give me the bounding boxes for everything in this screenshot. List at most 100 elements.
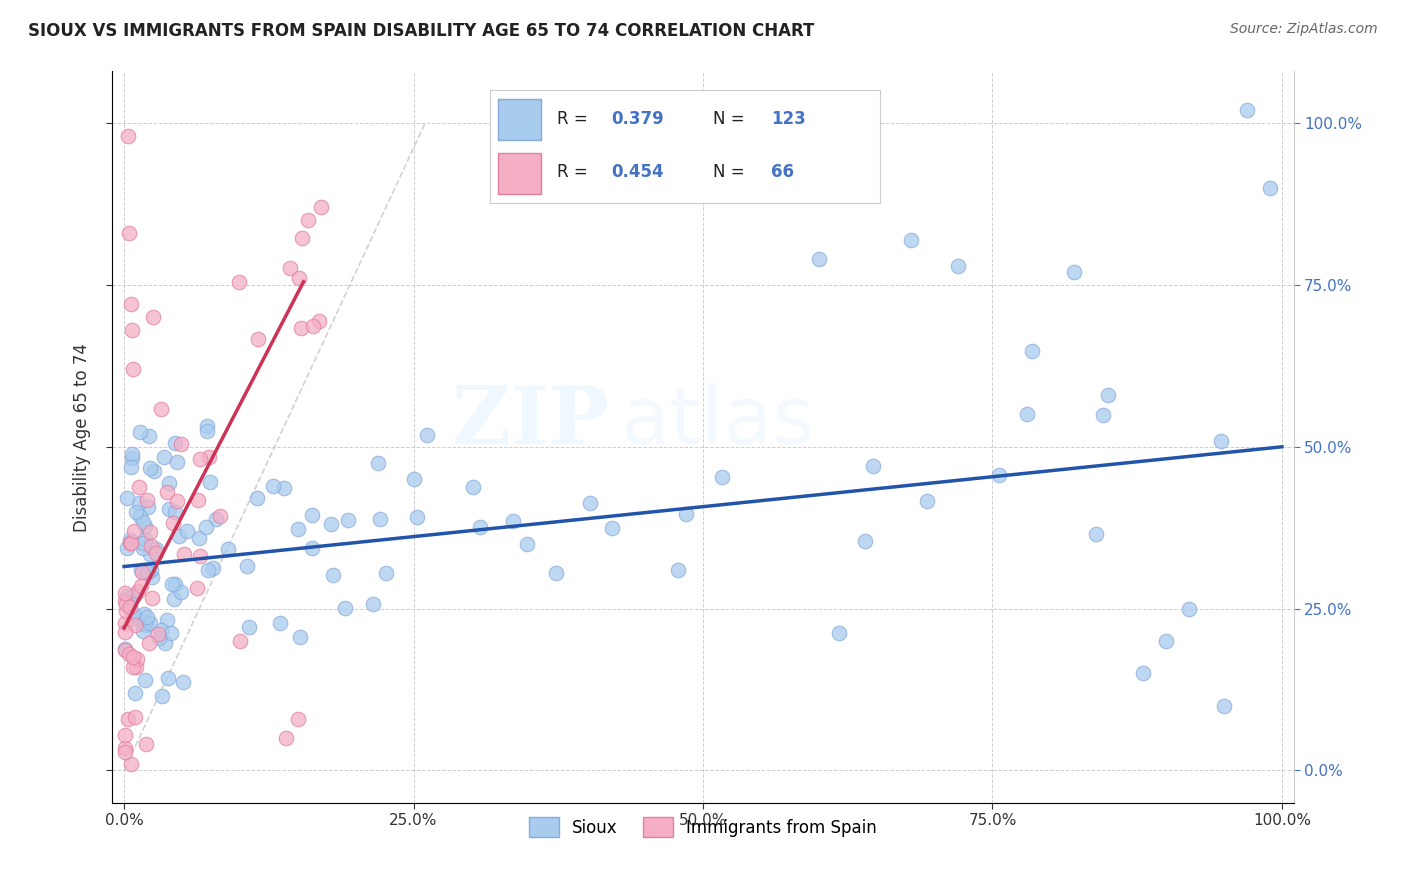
Point (120, 536, 142, 550)
Point (1260, 181, 1282, 195)
Point (297, 213, 319, 227)
Point (807, 252, 830, 266)
Point (291, 231, 314, 245)
Point (363, 597, 385, 611)
Point (309, 200, 332, 214)
Point (115, 491, 138, 506)
Point (375, 566, 398, 580)
Point (287, 271, 309, 285)
Point (169, 585, 191, 599)
Point (1063, 265, 1085, 279)
Point (1097, 388, 1119, 402)
Point (129, 509, 152, 524)
Point (121, 451, 143, 466)
Point (176, 524, 198, 538)
Point (546, 566, 568, 581)
Point (142, 464, 165, 478)
Point (132, 607, 155, 621)
Point (131, 565, 153, 579)
Point (114, 603, 136, 617)
Point (1084, 527, 1107, 541)
Point (367, 456, 389, 470)
Point (131, 624, 153, 639)
Point (124, 524, 146, 538)
Point (139, 460, 162, 475)
Point (142, 310, 165, 325)
Point (157, 671, 180, 685)
Point (120, 756, 142, 771)
Point (156, 485, 179, 500)
Point (139, 525, 162, 540)
Point (145, 546, 167, 560)
Point (132, 541, 155, 556)
Point (122, 607, 145, 621)
Point (186, 581, 208, 595)
Point (165, 436, 187, 450)
Point (120, 297, 142, 311)
Point (114, 728, 136, 742)
Point (276, 731, 298, 745)
Point (173, 547, 195, 561)
Point (124, 710, 146, 724)
Point (135, 615, 157, 630)
Point (118, 599, 141, 614)
Point (115, 589, 138, 603)
Point (118, 591, 141, 606)
Point (280, 260, 302, 275)
Point (138, 636, 160, 650)
Point (134, 673, 156, 687)
Point (236, 558, 259, 573)
Point (900, 233, 922, 247)
Point (127, 612, 149, 626)
Point (132, 617, 155, 632)
Point (167, 529, 190, 543)
Point (125, 652, 148, 666)
Y-axis label: Disability Age 65 to 74: Disability Age 65 to 74 (73, 343, 91, 532)
Point (1211, 434, 1233, 449)
Point (301, 541, 323, 555)
Text: Source: ZipAtlas.com: Source: ZipAtlas.com (1230, 22, 1378, 37)
Point (228, 275, 250, 289)
Point (287, 712, 309, 726)
Point (115, 597, 138, 611)
Point (122, 649, 145, 664)
Point (124, 588, 146, 602)
Point (139, 563, 162, 577)
Point (157, 475, 180, 490)
Point (195, 519, 218, 533)
Point (195, 419, 218, 434)
Point (853, 534, 876, 549)
Point (129, 563, 152, 577)
Point (666, 563, 689, 577)
Point (301, 508, 323, 523)
Point (117, 541, 139, 556)
Point (152, 450, 174, 464)
Point (209, 508, 232, 523)
Point (600, 520, 623, 534)
Point (121, 447, 143, 461)
Point (1178, 601, 1201, 615)
Point (118, 647, 141, 661)
Point (141, 570, 163, 584)
Point (157, 502, 180, 516)
Point (114, 624, 136, 639)
Point (120, 459, 142, 474)
Point (134, 563, 156, 577)
Point (117, 129, 139, 144)
Point (131, 516, 153, 530)
Point (141, 591, 163, 605)
Point (149, 402, 172, 417)
Point (125, 660, 148, 674)
Point (197, 563, 219, 577)
Point (273, 481, 295, 495)
Point (229, 634, 252, 648)
Point (288, 630, 311, 644)
Point (405, 510, 427, 524)
Point (195, 424, 218, 438)
Point (162, 516, 184, 531)
Point (163, 592, 186, 607)
Point (205, 511, 228, 525)
Point (114, 643, 136, 657)
Point (135, 492, 157, 507)
Point (128, 480, 150, 494)
